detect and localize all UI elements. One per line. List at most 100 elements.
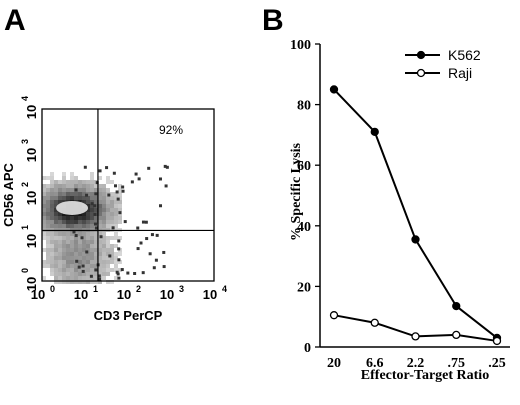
x-tick-label: 10: [74, 287, 88, 302]
event-dot: [90, 202, 94, 206]
density-cell: [114, 236, 118, 240]
event-dot: [165, 165, 169, 169]
density-cell: [66, 248, 70, 252]
density-cell: [66, 192, 70, 196]
density-cell: [74, 224, 78, 228]
density-cell: [94, 220, 98, 224]
event-dot: [94, 226, 98, 230]
density-cell: [114, 252, 118, 256]
density-cell: [62, 252, 66, 256]
x-tick-label: 10: [203, 287, 217, 302]
density-cell: [90, 188, 94, 192]
event-dot: [118, 211, 122, 215]
density-cell: [50, 216, 54, 220]
density-cell: [98, 196, 102, 200]
event-dot: [117, 258, 121, 262]
event-dot: [117, 239, 121, 243]
density-cell: [54, 220, 58, 224]
density-cell: [46, 224, 50, 228]
density-cell: [78, 224, 82, 228]
density-cell: [54, 268, 58, 272]
density-cell: [66, 216, 70, 220]
density-cell: [66, 180, 70, 184]
series-line-k562: [333, 88, 498, 339]
density-cell: [74, 192, 78, 196]
density-cell: [98, 188, 102, 192]
density-cell: [42, 216, 46, 220]
density-cell: [42, 200, 46, 204]
density-cell: [46, 204, 50, 208]
density-cell: [42, 232, 46, 236]
density-cell: [74, 220, 78, 224]
density-cell: [98, 220, 102, 224]
density-cell: [86, 276, 90, 280]
density-cell: [54, 264, 58, 268]
density-cell: [106, 280, 110, 284]
density-cell: [102, 220, 106, 224]
event-dot: [148, 252, 152, 256]
panel-b-x-tick-labels: 20 6.6 2.2 .75 .25: [327, 356, 506, 371]
density-cell: [102, 188, 106, 192]
event-dot: [145, 237, 149, 241]
density-plot: [42, 164, 169, 284]
density-cell: [70, 260, 74, 264]
density-cell: [50, 264, 54, 268]
event-dot: [144, 220, 148, 224]
density-cell: [94, 264, 98, 268]
density-cell: [50, 184, 54, 188]
event-dot: [139, 241, 143, 245]
density-cell: [90, 276, 94, 280]
density-cell: [94, 188, 98, 192]
density-cell: [78, 196, 82, 200]
event-dot: [159, 204, 163, 208]
density-cell: [102, 200, 106, 204]
density-cell: [66, 276, 70, 280]
density-cell: [42, 260, 46, 264]
event-dot: [107, 193, 111, 197]
density-cell: [62, 264, 66, 268]
density-cell: [42, 204, 46, 208]
density-cell: [86, 220, 90, 224]
density-cell: [82, 252, 86, 256]
density-cell: [86, 272, 90, 276]
density-cell: [118, 196, 122, 200]
density-cell: [58, 280, 62, 284]
density-cell: [78, 248, 82, 252]
density-cell: [74, 252, 78, 256]
y-tick-label: 100: [290, 38, 311, 53]
event-dot: [136, 226, 140, 230]
density-cell: [106, 256, 110, 260]
density-cell: [106, 244, 110, 248]
density-cell: [66, 268, 70, 272]
density-cell: [54, 280, 58, 284]
density-core: [56, 200, 89, 215]
density-cell: [86, 236, 90, 240]
density-cell: [110, 244, 114, 248]
event-dot: [154, 258, 158, 262]
density-cell: [42, 220, 46, 224]
event-dot: [97, 277, 101, 281]
legend-marker-k562: [416, 50, 426, 60]
density-cell: [102, 248, 106, 252]
event-dot: [115, 190, 119, 194]
density-cell: [114, 264, 118, 268]
density-cell: [86, 188, 90, 192]
density-cell: [58, 196, 62, 200]
event-dot: [126, 271, 130, 275]
density-cell: [42, 188, 46, 192]
density-cell: [98, 240, 102, 244]
density-cell: [46, 240, 50, 244]
density-cell: [114, 192, 118, 196]
density-cell: [90, 212, 94, 216]
density-cell: [50, 200, 54, 204]
y-tick-label: 10: [24, 105, 39, 119]
density-cell: [78, 240, 82, 244]
density-cell: [70, 268, 74, 272]
density-cell: [102, 232, 106, 236]
density-cell: [62, 268, 66, 272]
density-cell: [74, 196, 78, 200]
density-cell: [86, 268, 90, 272]
density-cell: [102, 216, 106, 220]
density-cell: [94, 216, 98, 220]
panel-b-y-axis-label: % Specific Lysis: [289, 142, 304, 241]
